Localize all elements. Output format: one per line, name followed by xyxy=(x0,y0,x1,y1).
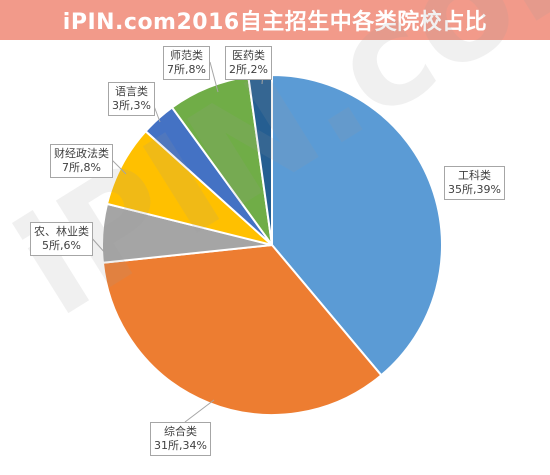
pie-slice-engineering xyxy=(271,73,443,377)
data-label-medicine: 医药类 2所,2% xyxy=(225,46,272,80)
data-label-name: 财经政法类 xyxy=(54,147,109,160)
pie-slice-comprehensive xyxy=(101,243,383,416)
leader-line-finance-politics-law xyxy=(111,159,127,175)
data-label-name: 工科类 xyxy=(457,169,491,182)
chart-title: iPIN.com2016自主招生中各类院校占比 xyxy=(0,0,550,40)
data-label-value: 35所,39% xyxy=(448,183,501,196)
data-label-value: 7所,8% xyxy=(62,161,101,174)
data-label-name: 语言类 xyxy=(114,85,148,98)
leader-line-comprehensive xyxy=(184,399,215,423)
data-label-name: 师范类 xyxy=(169,49,203,62)
data-label-language: 语言类 3所,3% xyxy=(108,82,155,116)
data-label-finance-politics-law: 财经政法类 7所,8% xyxy=(50,144,113,178)
data-label-name: 医药类 xyxy=(231,49,265,62)
data-label-name: 农、林业类 xyxy=(34,225,89,238)
data-label-normal-education: 师范类 7所,8% xyxy=(163,46,210,80)
pie-svg xyxy=(89,61,443,423)
data-label-value: 5所,6% xyxy=(42,239,81,252)
data-label-agriculture-forestry: 农、林业类 5所,6% xyxy=(30,222,93,256)
leader-line-normal-education xyxy=(209,61,219,93)
data-label-value: 3所,3% xyxy=(112,99,151,112)
data-label-name: 综合类 xyxy=(163,425,197,438)
data-label-value: 31所,34% xyxy=(154,439,207,452)
data-label-engineering: 工科类 35所,39% xyxy=(444,166,505,200)
data-label-value: 7所,8% xyxy=(167,63,206,76)
data-label-value: 2所,2% xyxy=(229,63,268,76)
data-label-comprehensive: 综合类 31所,34% xyxy=(150,422,211,456)
